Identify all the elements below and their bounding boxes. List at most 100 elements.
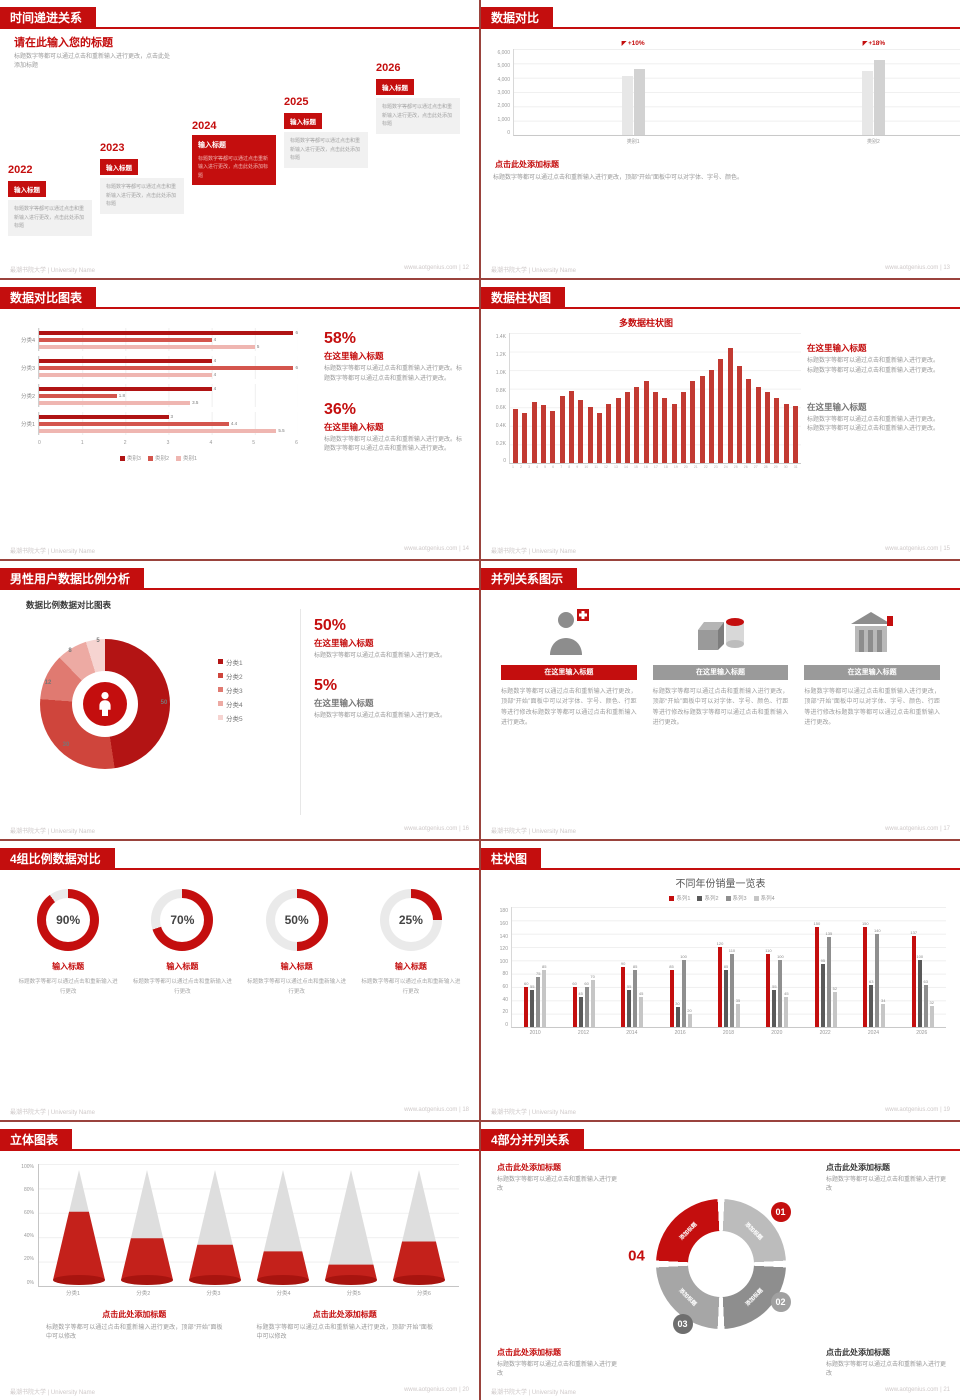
y-tick: 160 — [499, 920, 508, 927]
value-label: 63 — [869, 979, 874, 985]
slide-14-bar-compare[interactable]: 数据对比图表 分类4 6 4 5 分类3 4 6 4 分类2 4 1.8 3.5 分类1 3 4.4 5.5 0… — [0, 280, 479, 559]
slide-footer: 最潮书院大学 | University Name www.aotgenius.c… — [491, 265, 950, 274]
intro-block: 请在此输入您的标题 标题数字等都可以通过点击和重新输入进行更改，点击此处添加标题 — [14, 34, 174, 72]
bar — [680, 392, 686, 464]
y-tick: 4,000 — [497, 76, 510, 83]
cone — [393, 1169, 445, 1286]
y-axis: 180 160 140 120 100 80 60 40 20 0 — [495, 908, 511, 1028]
gb-bw: 75 — [536, 971, 541, 1028]
plot-track: 3 4.4 5.5 — [38, 412, 298, 436]
bar — [550, 411, 556, 464]
y-tick: 0.4K — [495, 422, 506, 429]
bar — [826, 937, 831, 1028]
step-text: 标题数字等都可以通过点击和重新输入进行更改，点击此处添加标题 — [8, 200, 92, 236]
x-axis: 分类1 分类2 分类3 分类4 分类5 分类6 — [38, 1289, 459, 1297]
slide-18-four-ratios[interactable]: 4组比例数据对比 90% 输入标题 标题数字等都可以通过点击和重新输入进行更改 70%… — [0, 841, 479, 1120]
y-tick: 80 — [502, 971, 508, 978]
legend-label: 分类3 — [226, 687, 243, 695]
number-badge: 01 — [770, 1202, 791, 1223]
slide-16-male-ratio[interactable]: 男性用户数据比例分析 数据比例数据对比图表 50 30 12 8 5 分类1 分类2 分类3… — [0, 560, 479, 840]
y-tick: 6,000 — [497, 50, 510, 56]
step-title: 输入标题 — [198, 142, 226, 149]
hbar-group: 分类3 4 6 4 — [12, 356, 298, 380]
slide-title: 数据对比图表 — [0, 287, 97, 310]
x-tick: 18 — [663, 465, 668, 470]
stat-text: 标题数字等都可以通过点击和重新输入进行更改。 — [314, 713, 447, 720]
horizontal-bar-chart: 分类4 6 4 5 分类3 4 6 4 分类2 4 1.8 3.5 分类1 3 4.4 5.5 0 1 2 3 4 5 6 类… — [12, 328, 298, 462]
value-label: 52 — [832, 986, 838, 992]
block-heading: 点击此处添加标题 — [497, 1347, 561, 1357]
gb-bw: 52 — [832, 986, 838, 1028]
bar — [783, 404, 789, 464]
value-label: 1.8 — [118, 393, 125, 399]
value-label: 20 — [687, 1008, 692, 1014]
bar — [923, 985, 928, 1028]
value-label: 6 — [295, 365, 298, 371]
cone — [325, 1169, 377, 1286]
gb-bw: 60 — [572, 981, 577, 1028]
hb-line: 6 — [39, 330, 298, 335]
card-text: 标题数字等都可以通过点击和重新输入进行更改 — [132, 979, 232, 995]
bar — [671, 404, 677, 464]
bar — [774, 398, 780, 464]
slide-title: 男性用户数据比例分析 — [0, 567, 145, 590]
slide-20-cone-chart[interactable]: 立体图表 100% 80% 60% 40% 20% 0% 分类1 分类2 分类3 分类4 分类5 分类… — [0, 1121, 479, 1400]
value-label: 3 — [170, 414, 174, 420]
bar — [675, 1007, 680, 1028]
bar — [772, 990, 777, 1028]
value-label: 70 — [590, 974, 595, 980]
grouped-bar-chart: 系列1 系列2 系列3 系列4 180 160 140 120 100 80 60 40 20 0 60 55… — [481, 894, 960, 1036]
gb-bw: 63 — [869, 979, 874, 1028]
x-tick: 28 — [763, 465, 768, 470]
x-tick: 22 — [703, 465, 708, 470]
bar — [643, 381, 649, 464]
x-tick: 5 — [252, 440, 256, 447]
year-label: 2026 — [376, 62, 401, 74]
value-label: 35 — [735, 998, 741, 1004]
y-tick: 60% — [23, 1209, 34, 1216]
plot-area: 60 55 75 85 60 45 60 70 90 55 85 45 85 30 100 20 120 85 11… — [511, 907, 946, 1029]
slide-header: 男性用户数据比例分析 — [0, 567, 479, 590]
category-label: 分类1 — [20, 421, 35, 428]
card-title: 输入标题 — [166, 962, 199, 972]
value-label: 150 — [861, 921, 869, 927]
slide-21-four-parts[interactable]: 4部分并列关系 点击此处添加标题 标题数字等都可以通过点击和重新输入进行更改 点… — [481, 1121, 960, 1400]
slide-title: 数据柱状图 — [481, 287, 566, 310]
value-label: 5.5 — [278, 428, 285, 434]
footer-page: www.aotgenius.com | 16 — [404, 826, 469, 833]
x-tick: 23 — [713, 465, 718, 470]
value-label: 4.4 — [230, 421, 238, 427]
block-text: 标题数字等都可以通过点击和重新输入进行更改。标题数字等都可以通过点击和重新输入进… — [807, 416, 940, 433]
slide-15-column-chart[interactable]: 数据柱状图 多数据柱状图 1.4K 1.2K 1.0K 0.8K 0.6K 0.4K 0.2… — [481, 280, 960, 559]
bar-group: +18% — [862, 40, 886, 135]
x-tick: 7 — [560, 465, 563, 470]
slide-12-timeline[interactable]: 时间递进关系 请在此输入您的标题 标题数字等都可以通过点击和重新输入进行更改，点… — [0, 0, 479, 279]
corner-block: 点击此处添加标题 标题数字等都可以通过点击和重新输入进行更改 — [826, 1347, 948, 1380]
gb-bw: 85 — [633, 964, 638, 1028]
slide-19-column-chart[interactable]: 柱状图 不同年份销量一览表 系列1 系列2 系列3 系列4 180 160 140 120 10… — [481, 841, 960, 1120]
legend-item: 分类1 — [218, 657, 243, 667]
slide-header: 并列关系图示 — [481, 567, 960, 590]
chart-area: 分类4 6 4 5 分类3 4 6 4 分类2 4 1.8 3.5 分类1 3 4.4 5.5 0 1 2 3 4 5 6 类… — [0, 314, 320, 540]
block-text: 标题数字等都可以通过点击和重新输入进行更改 — [826, 1361, 947, 1378]
value-label: 100 — [777, 954, 784, 960]
footer-page: www.aotgenius.com | 13 — [885, 265, 950, 272]
x-tick: 3 — [166, 440, 170, 447]
block-heading: 点击此处添加标题 — [102, 1309, 167, 1319]
slide-title: 时间递进关系 — [0, 7, 97, 29]
value-label: 6 — [295, 330, 298, 336]
step-text: 标题数字等都可以通过点击和重新输入进行更改，点击此处添加标题 — [376, 98, 460, 134]
slide-body: 数据比例数据对比图表 50 30 12 8 5 分类1 分类2 分类3 分类4 分类5 50% … — [0, 595, 479, 821]
gb-bw: 45 — [784, 991, 789, 1028]
bar — [792, 406, 798, 464]
title-rule — [565, 307, 960, 310]
bar — [590, 980, 595, 1028]
footer-org: 最潮书院大学 | University Name — [10, 1389, 95, 1396]
bar — [911, 936, 916, 1028]
slide-17-parallel[interactable]: 并列关系图示 在这里输入标题 标题数字等都可以通 — [481, 560, 960, 840]
bar — [578, 997, 583, 1028]
shapes-icon — [653, 603, 789, 659]
